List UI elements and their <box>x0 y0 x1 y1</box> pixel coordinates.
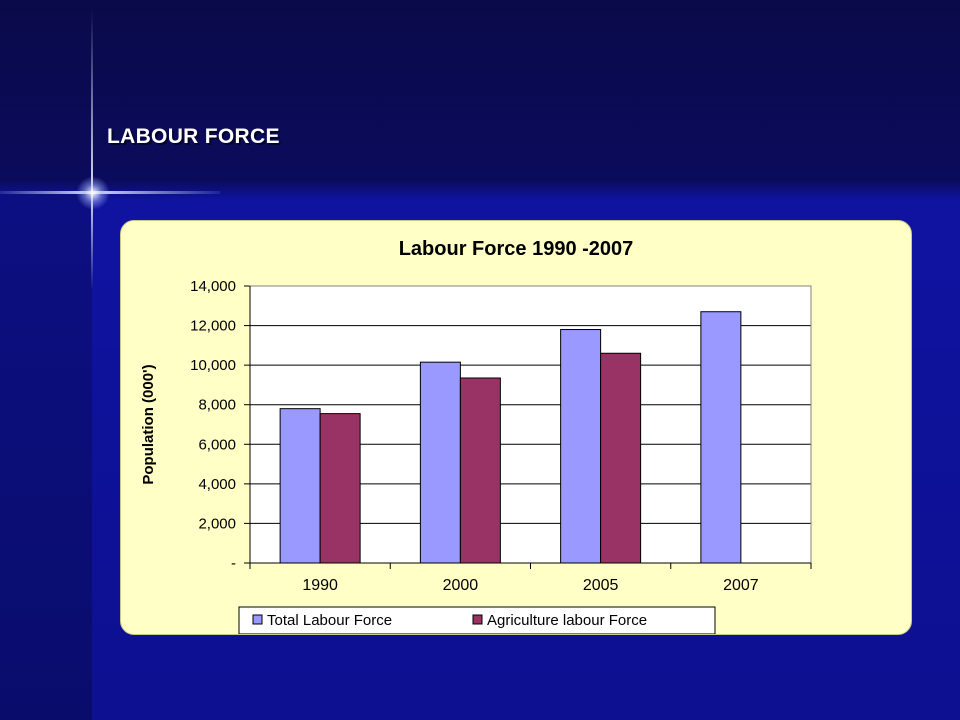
x-tick-label: 2007 <box>723 577 759 594</box>
bar <box>700 311 742 564</box>
bar <box>600 352 642 564</box>
y-tick-label: 2,000 <box>198 515 236 532</box>
bar <box>419 361 461 564</box>
y-tick-label: 10,000 <box>190 357 236 374</box>
y-tick-label: 12,000 <box>190 318 236 335</box>
light-flare-horizontal <box>0 191 220 194</box>
light-flare-vertical <box>91 10 93 290</box>
y-tick-label: 14,000 <box>190 278 236 295</box>
slide-title: LABOUR FORCE <box>107 125 280 148</box>
bar <box>560 329 602 564</box>
left-background-band <box>0 192 92 720</box>
legend-swatch <box>472 614 483 625</box>
y-axis-label: Population (000') <box>140 364 157 484</box>
legend-label: Total Labour Force <box>267 612 392 629</box>
y-tick-label: - <box>231 555 236 572</box>
chart-legend: Total Labour Force Agriculture labour For… <box>238 606 716 634</box>
legend-label: Agriculture labour Force <box>487 612 647 629</box>
x-tick-label: 2000 <box>443 577 479 594</box>
plot-area: - 2,000 4,000 6,000 8,000 10,000 12,000 14,000 1… <box>190 278 812 594</box>
x-tick-label: 2005 <box>583 577 619 594</box>
light-flare-glow <box>76 176 110 210</box>
chart-title: Labour Force 1990 -2007 <box>399 238 634 260</box>
bar <box>319 413 361 564</box>
y-tick-label: 6,000 <box>198 436 236 453</box>
y-tick-label: 8,000 <box>198 397 236 414</box>
legend-swatch <box>252 614 263 625</box>
chart-panel: Labour Force 1990 -2007 Population (000'… <box>120 220 912 635</box>
y-tick-label: 4,000 <box>198 476 236 493</box>
bar <box>459 377 501 564</box>
bar <box>279 408 321 564</box>
bar-chart: Labour Force 1990 -2007 Population (000'… <box>140 238 812 634</box>
legend-box <box>238 606 716 634</box>
x-tick-label: 1990 <box>302 577 338 594</box>
